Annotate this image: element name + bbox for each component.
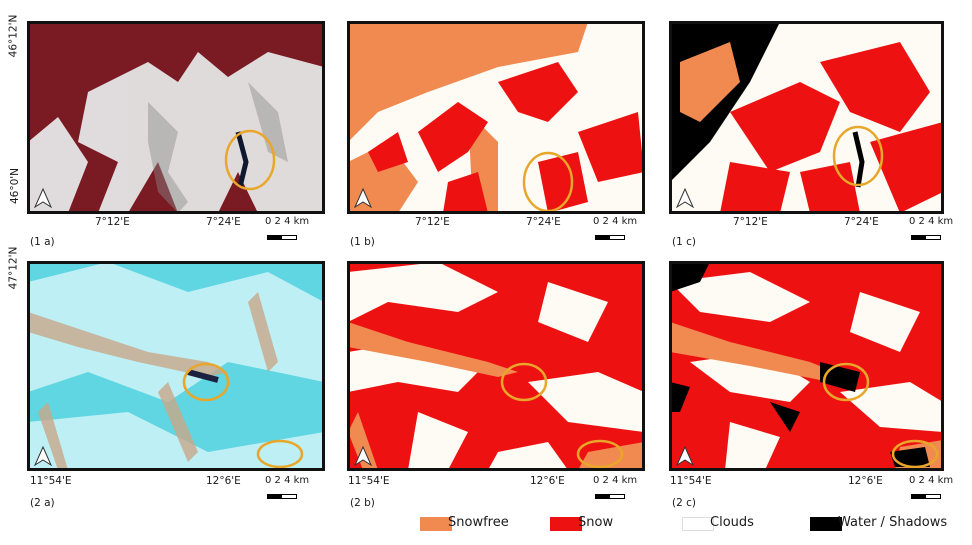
legend-label-snow: Snow [578,515,614,530]
map-2a-image [28,262,324,470]
map-1c [670,22,943,213]
lon-label: 7°12'E [415,216,450,228]
legend-label-snowfree: Snowfree [448,515,509,530]
map-2b-image [348,262,644,470]
legend-label-water-shadows: Water / Shadows [838,515,948,530]
north-arrow-icon [676,446,694,466]
scale-text: 0 2 4 km [909,475,954,486]
scale-text: 0 2 4 km [593,475,638,486]
map-1a-image [28,22,324,213]
map-1c-image [670,22,943,213]
lon-label: 7°12'E [95,216,130,228]
panel-label: (2 a) [30,497,55,509]
north-arrow-icon [354,188,372,208]
panel-label: (1 b) [350,236,375,248]
lon-label: 7°24'E [206,216,241,228]
map-2c [670,262,943,470]
scale-text: 0 2 4 km [265,216,310,227]
scale-bar [911,494,941,499]
map-2c-image [670,262,943,470]
lat-label-row1-bottom: 46°0'N [9,167,22,205]
map-2b [348,262,644,470]
legend-swatch-water [810,517,842,531]
lon-label: 7°12'E [733,216,768,228]
lon-label: 11°54'E [670,475,712,487]
lon-label: 11°54'E [30,475,72,487]
legend-swatch-snow [550,517,582,531]
panel-label: (2 b) [350,497,375,509]
map-1b [348,22,644,213]
map-1a [28,22,324,213]
lat-label-row2-top: 47°12'N [7,246,20,290]
scale-bar [595,235,625,240]
map-2a [28,262,324,470]
lon-label: 7°24'E [526,216,561,228]
lat-label-row1-top: 46°12'N [7,14,20,58]
scale-text: 0 2 4 km [593,216,638,227]
scale-bar [911,235,941,240]
lon-label: 12°6'E [848,475,883,487]
north-arrow-icon [34,446,52,466]
scale-bar [595,494,625,499]
lon-label: 12°6'E [530,475,565,487]
north-arrow-icon [34,188,52,208]
legend-swatch-clouds [682,517,714,531]
lon-label: 7°24'E [844,216,879,228]
panel-label: (1 c) [672,236,696,248]
legend-swatch-snowfree [420,517,452,531]
scale-text: 0 2 4 km [265,475,310,486]
scale-text: 0 2 4 km [909,216,954,227]
lon-label: 11°54'E [348,475,390,487]
panel-label: (2 c) [672,497,696,509]
panel-label: (1 a) [30,236,55,248]
north-arrow-icon [354,446,372,466]
north-arrow-icon [676,188,694,208]
scale-bar [267,494,297,499]
legend-label-clouds: Clouds [710,515,754,530]
lon-label: 12°6'E [206,475,241,487]
map-1b-image [348,22,644,213]
scale-bar [267,235,297,240]
